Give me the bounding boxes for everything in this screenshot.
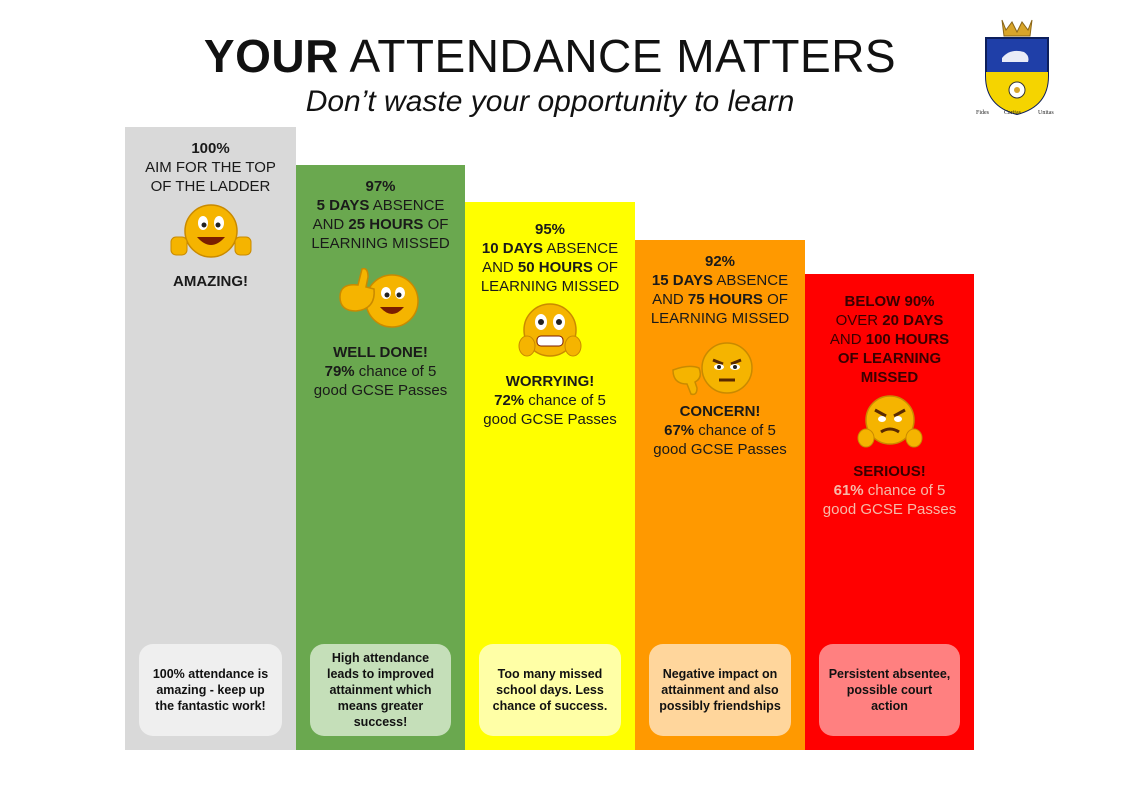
step-verdict: WORRYING! — [505, 373, 595, 390]
step-verdict: CONCERN! — [679, 403, 761, 420]
page-title: YOUR ATTENDANCE MATTERS — [0, 30, 1100, 82]
thumbs-down-angry-smiley-icon — [857, 395, 923, 448]
step-note: 100% attendance is amazing - keep up the… — [139, 644, 282, 736]
ladder-step-95: 95% 10 DAYS ABSENCE AND 50 HOURS OF LEAR… — [465, 202, 635, 750]
step-percent: 95% — [534, 221, 566, 238]
step-line1: AIM FOR THE TOP — [145, 159, 276, 176]
step-percent: BELOW 90% — [844, 293, 935, 310]
step-heading: 95% 10 DAYS ABSENCE AND 50 HOURS OF LEAR… — [480, 221, 620, 295]
step-percent: 100% — [191, 140, 230, 157]
step-note: High attendance leads to improved attain… — [310, 644, 451, 736]
step-verdict-block: SERIOUS! 61% chance of 5 good GCSE Passe… — [822, 463, 957, 518]
step-percent: 92% — [704, 253, 736, 270]
step-heading: BELOW 90% OVER 20 DAYS AND 100 HOURS OF … — [829, 293, 950, 386]
title-bold: YOUR — [203, 30, 339, 82]
step-heading: 97% 5 DAYS ABSENCE AND 25 HOURS OF LEARN… — [311, 178, 450, 252]
thumbs-up-smiley-icon — [170, 204, 252, 258]
motto-word-3: Unitas — [1038, 110, 1054, 116]
step-note: Negative impact on attainment and also p… — [649, 644, 791, 736]
step-heading: 100% AIM FOR THE TOP OF THE LADDER — [125, 139, 296, 196]
step-verdict: AMAZING! — [173, 273, 248, 290]
worried-smiley-icon — [518, 303, 582, 357]
step-verdict-block: WELL DONE! 79% chance of 5 good GCSE Pas… — [313, 344, 448, 399]
step-line2: OF THE LADDER — [150, 178, 271, 195]
ladder-step-97: 97% 5 DAYS ABSENCE AND 25 HOURS OF LEARN… — [296, 165, 465, 750]
step-verdict-block: WORRYING! 72% chance of 5 good GCSE Pass… — [483, 373, 617, 428]
step-note: Persistent absentee, possible court acti… — [819, 644, 960, 736]
step-note: Too many missed school days. Less chance… — [479, 644, 621, 736]
thumbs-up-winking-smiley-icon — [339, 267, 419, 328]
step-verdict: SERIOUS! — [853, 463, 926, 480]
step-heading: 92% 15 DAYS ABSENCE AND 75 HOURS OF LEAR… — [650, 253, 790, 327]
motto-word-1: Fides — [976, 110, 990, 116]
thumbs-down-annoyed-smiley-icon — [672, 342, 753, 396]
page-subtitle: Don’t waste your opportunity to learn — [305, 85, 795, 118]
ladder-step-below-90: BELOW 90% OVER 20 DAYS AND 100 HOURS OF … — [805, 274, 974, 750]
school-crest-icon — [985, 19, 1049, 116]
ladder-step-92: 92% 15 DAYS ABSENCE AND 75 HOURS OF LEAR… — [635, 240, 805, 750]
motto-word-2: Caritas — [1004, 110, 1021, 116]
step-verdict-block: CONCERN! 67% chance of 5 good GCSE Passe… — [653, 403, 787, 458]
step-percent: 97% — [365, 178, 396, 195]
step-verdict: WELL DONE! — [333, 344, 428, 361]
title-rest: ATTENDANCE MATTERS — [338, 30, 897, 82]
ladder-step-100: 100% AIM FOR THE TOP OF THE LADDER AMAZI… — [125, 127, 296, 750]
